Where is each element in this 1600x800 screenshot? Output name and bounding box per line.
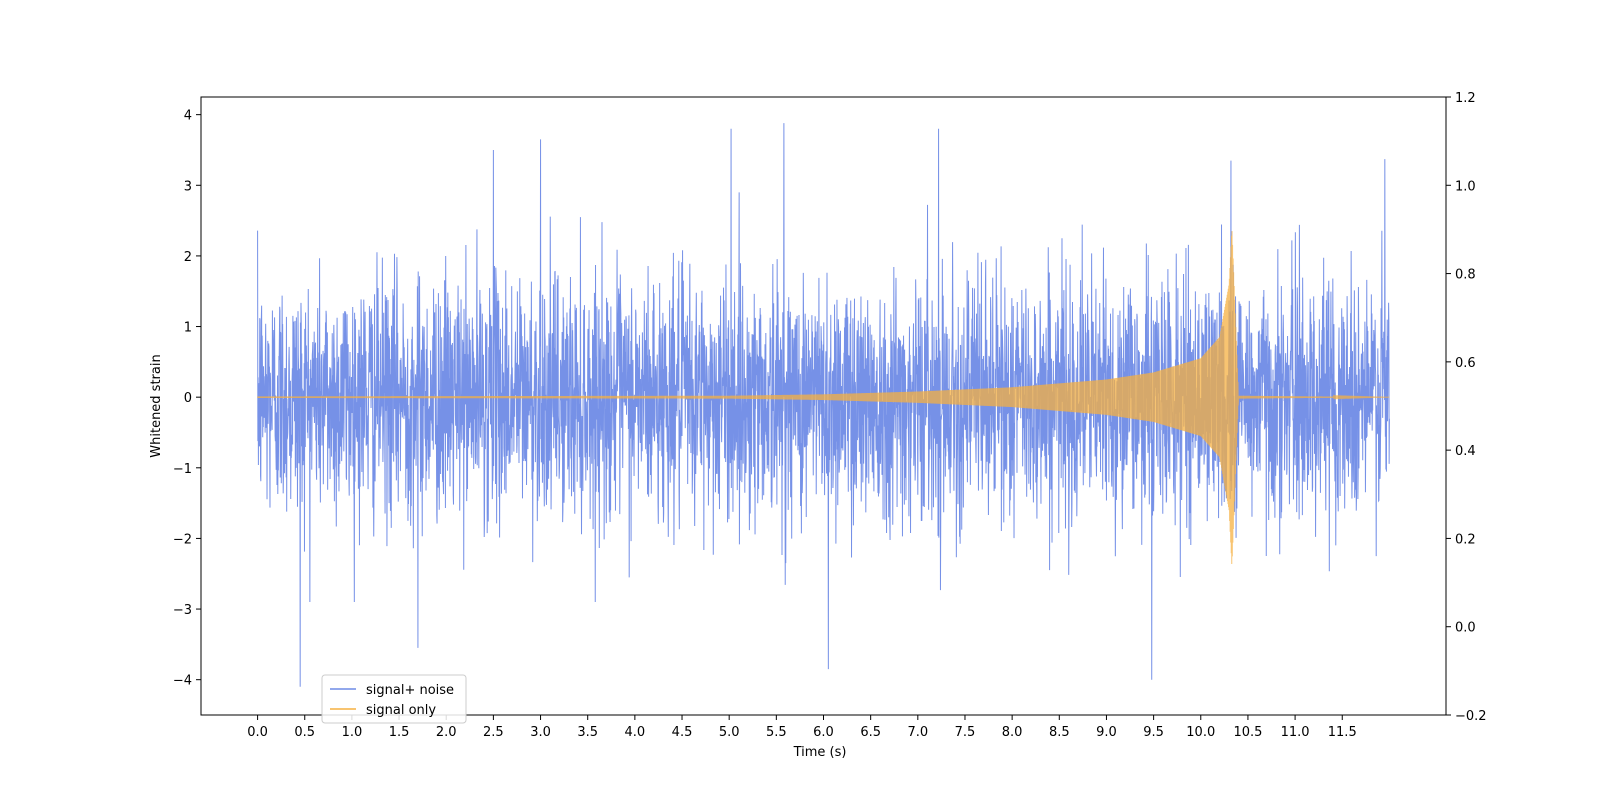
y-tick-label: −4	[173, 674, 192, 689]
x-tick-label: 10.0	[1186, 725, 1215, 740]
y-tick-label: 1	[184, 321, 192, 336]
x-tick-label: 5.5	[766, 725, 787, 740]
x-tick-label: 8.5	[1049, 725, 1070, 740]
right-y-tick-label: 0.0	[1455, 621, 1476, 636]
right-y-tick-label: 0.2	[1455, 532, 1476, 547]
y-tick-label: −1	[173, 462, 192, 477]
y-tick-label: 0	[184, 391, 192, 406]
x-tick-label: 4.5	[672, 725, 693, 740]
right-y-tick-label: 0.6	[1455, 356, 1476, 371]
y-tick-label: 2	[184, 250, 192, 265]
x-tick-label: 11.5	[1328, 725, 1357, 740]
x-tick-label: 0.5	[294, 725, 315, 740]
x-tick-label: 3.0	[530, 725, 551, 740]
x-tick-label: 7.0	[907, 725, 928, 740]
x-tick-label: 5.0	[719, 725, 740, 740]
series-signal-only-line	[257, 231, 1390, 564]
x-tick-label: 1.0	[342, 725, 363, 740]
right-y-tick-label: 1.0	[1455, 179, 1476, 194]
right-y-tick-label: 0.8	[1455, 268, 1476, 283]
x-tick-label: 4.0	[625, 725, 646, 740]
x-axis-ticks: 0.0 0.5 1.0 1.5 2.0 2.5 3.0 3.5 4.0 4.5 5.0 5.5 6.0 6…	[247, 715, 1357, 740]
y-tick-label: −3	[173, 603, 192, 618]
x-tick-label: 6.5	[860, 725, 881, 740]
right-y-tick-label: −0.2	[1455, 709, 1487, 724]
right-y-tick-label: 1.2	[1455, 91, 1476, 106]
x-tick-label: 6.0	[813, 725, 834, 740]
right-y-axis-ticks: −0.2 0.0 0.2 0.4 0.6 0.8 1.0 1.2	[1446, 91, 1487, 724]
legend-label-signal-only: signal only	[366, 703, 436, 718]
x-tick-label: 8.0	[1002, 725, 1023, 740]
x-tick-label: 9.0	[1096, 725, 1117, 740]
x-tick-label: 11.0	[1281, 725, 1310, 740]
legend-label-signal-noise: signal+ noise	[366, 683, 454, 698]
series-layer	[257, 123, 1390, 687]
x-tick-label: 7.5	[955, 725, 976, 740]
y-axis-ticks: −4 −3 −2 −1 0 1 2 3 4	[173, 109, 201, 689]
y-axis-label: Whitened strain	[149, 354, 164, 457]
x-tick-label: 0.0	[247, 725, 268, 740]
x-tick-label: 9.5	[1143, 725, 1164, 740]
x-tick-label: 2.0	[436, 725, 457, 740]
y-tick-label: 4	[184, 109, 192, 124]
x-tick-label: 3.5	[577, 725, 598, 740]
y-tick-label: −2	[173, 532, 192, 547]
x-tick-label: 10.5	[1233, 725, 1262, 740]
right-y-tick-label: 0.4	[1455, 444, 1476, 459]
y-tick-label: 3	[184, 179, 192, 194]
legend-box	[321, 674, 467, 724]
x-axis-label: Time (s)	[793, 745, 847, 760]
legend: signal+ noise signal only	[321, 674, 467, 724]
x-tick-label: 2.5	[483, 725, 504, 740]
x-tick-label: 1.5	[389, 725, 410, 740]
